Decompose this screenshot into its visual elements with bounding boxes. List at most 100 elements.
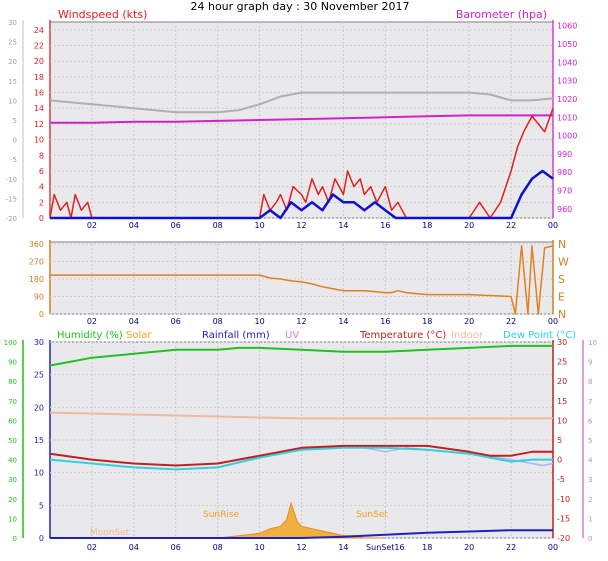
temp-tick: 30 bbox=[557, 338, 567, 347]
direction-x-tick: 12 bbox=[296, 317, 306, 326]
direction-x-tick: 04 bbox=[129, 317, 139, 326]
windspeed-tick: 10 bbox=[34, 136, 44, 145]
humidity-line bbox=[49, 344, 553, 367]
barometer-tick: 1060 bbox=[557, 22, 577, 31]
direction-x-tick: 02 bbox=[87, 317, 97, 326]
humidity-tick: 30 bbox=[8, 476, 17, 484]
direction-tick: 270 bbox=[29, 258, 44, 267]
windspeed-tick: 14 bbox=[34, 104, 44, 113]
windspeed-tick: 12 bbox=[34, 120, 44, 129]
temp-x-tick: SunSet16 bbox=[366, 543, 405, 552]
direction-x-tick: 06 bbox=[171, 317, 181, 326]
uv-tick: 9 bbox=[588, 359, 592, 367]
humidity-tick: 10 bbox=[8, 515, 17, 523]
humidity-tick: 80 bbox=[8, 378, 17, 386]
compass-tick: W bbox=[558, 256, 569, 269]
outer-left-tick: 20 bbox=[8, 58, 17, 66]
barometer-tick: 970 bbox=[557, 187, 572, 196]
humidity-tick: 70 bbox=[8, 398, 17, 406]
temp-x-tick: 18 bbox=[422, 543, 432, 552]
rainfall-line bbox=[50, 529, 553, 539]
direction-tick: 360 bbox=[29, 240, 44, 249]
outer-left-tick: 0 bbox=[13, 137, 17, 145]
rain-tick: 10 bbox=[34, 469, 44, 478]
temp-x-tick: 22 bbox=[506, 543, 516, 552]
direction-x-tick: 10 bbox=[254, 317, 264, 326]
outer-left-tick: 25 bbox=[8, 39, 17, 47]
average-wind-line bbox=[50, 169, 554, 220]
wind-x-tick: 12 bbox=[296, 221, 306, 230]
temp-x-tick: 14 bbox=[338, 543, 348, 552]
windspeed-tick: 8 bbox=[39, 151, 44, 160]
windspeed-tick: 22 bbox=[34, 42, 44, 51]
windspeed-tick: 6 bbox=[39, 167, 44, 176]
rain-tick: 0 bbox=[39, 534, 44, 543]
outer-left-tick: 15 bbox=[8, 78, 17, 86]
uv-tick: 2 bbox=[588, 496, 592, 504]
temp-x-tick: 04 bbox=[129, 543, 139, 552]
direction-x-tick: 22 bbox=[506, 317, 516, 326]
direction-tick: 0 bbox=[39, 310, 44, 319]
wind-x-tick: 18 bbox=[422, 221, 432, 230]
humidity-tick: 100 bbox=[4, 339, 17, 347]
compass-tick: E bbox=[558, 291, 565, 304]
rain-tick: 25 bbox=[34, 371, 44, 380]
sunset-label: SunSet bbox=[356, 510, 388, 520]
wind-x-tick: 14 bbox=[338, 221, 348, 230]
wind-x-tick: 02 bbox=[87, 221, 97, 230]
temp-x-tick: 20 bbox=[464, 543, 474, 552]
windspeed-tick: 4 bbox=[39, 183, 44, 192]
chart-title: 24 hour graph day : 30 November 2017 bbox=[190, 0, 409, 13]
rain-tick: 15 bbox=[34, 436, 44, 445]
barometer-tick: 980 bbox=[557, 168, 572, 177]
direction-line bbox=[50, 245, 554, 315]
barometer-tick: 990 bbox=[557, 150, 572, 159]
temp-tick: 10 bbox=[557, 416, 567, 425]
compass-tick: N bbox=[558, 238, 566, 251]
temp-x-tick: 06 bbox=[171, 543, 181, 552]
uv-tick: 3 bbox=[588, 476, 592, 484]
windspeed-tick: 2 bbox=[39, 198, 44, 207]
humidity-tick: 0 bbox=[13, 535, 17, 543]
temp-x-tick: 10 bbox=[254, 543, 264, 552]
dewpoint-line bbox=[49, 446, 553, 471]
windspeed-tick: 24 bbox=[34, 26, 44, 35]
barometer-tick: 1040 bbox=[557, 58, 577, 67]
temp-tick: -20 bbox=[557, 534, 570, 543]
uv-tick: 5 bbox=[588, 437, 592, 445]
sunrise-label: SunRise bbox=[203, 510, 240, 520]
temp-tick: 20 bbox=[557, 377, 567, 386]
outer-left-tick: -10 bbox=[6, 176, 17, 184]
humidity-tick: 90 bbox=[8, 359, 17, 367]
humidity-tick: 20 bbox=[8, 496, 17, 504]
barometer-tick: 1020 bbox=[557, 95, 577, 104]
windspeed-tick: 16 bbox=[34, 89, 44, 98]
wind-x-tick: 20 bbox=[464, 221, 474, 230]
barometer-tick: 1000 bbox=[557, 132, 577, 141]
humidity-tick: 40 bbox=[8, 457, 17, 465]
indoor-line bbox=[49, 411, 553, 420]
uv-tick: 6 bbox=[588, 417, 593, 425]
wind-x-tick: 10 bbox=[254, 221, 264, 230]
legend-item: Rainfall (mm) bbox=[202, 330, 270, 341]
temp-tick: 0 bbox=[557, 456, 562, 465]
solar-area bbox=[217, 501, 386, 539]
wind-x-tick: 16 bbox=[380, 221, 390, 230]
temp-tick: 15 bbox=[557, 397, 567, 406]
outer-left-tick: -20 bbox=[6, 215, 17, 223]
windspeed-tick: 18 bbox=[34, 73, 44, 82]
wind-x-tick: 06 bbox=[171, 221, 181, 230]
direction-x-tick: 16 bbox=[380, 317, 390, 326]
barometer-tick: 1010 bbox=[557, 113, 577, 122]
barometer-tick: 1030 bbox=[557, 77, 577, 86]
legend-item: Dew Point (°C) bbox=[503, 330, 576, 341]
temp-tick: -5 bbox=[557, 475, 565, 484]
temp-x-tick: 00 bbox=[548, 543, 558, 552]
humidity-tick: 50 bbox=[8, 437, 17, 445]
direction-tick: 180 bbox=[29, 275, 44, 284]
temp-tick: 5 bbox=[557, 436, 562, 445]
temp-tick: -10 bbox=[557, 495, 570, 504]
temperature-line bbox=[49, 444, 553, 467]
barometer-tick: 1050 bbox=[557, 40, 577, 49]
